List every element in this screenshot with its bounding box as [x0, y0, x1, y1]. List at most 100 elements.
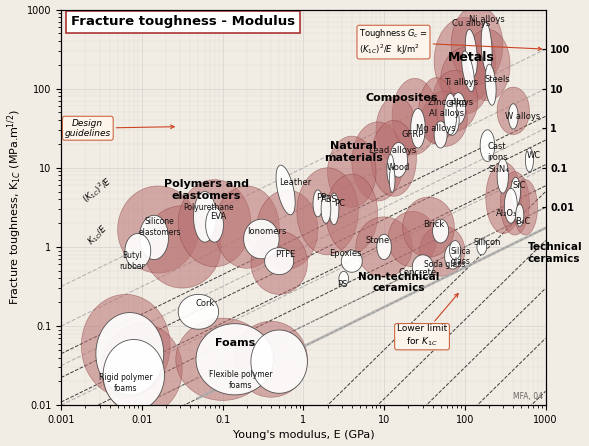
Text: Natural
materials: Natural materials [324, 141, 383, 163]
Text: Mg alloys: Mg alloys [416, 124, 455, 133]
Text: ABS: ABS [321, 195, 337, 204]
Text: PC: PC [334, 199, 345, 208]
Polygon shape [389, 167, 395, 192]
Polygon shape [504, 188, 517, 223]
Text: Silicon: Silicon [474, 239, 501, 248]
Polygon shape [352, 122, 403, 201]
Polygon shape [125, 233, 151, 268]
Polygon shape [206, 207, 223, 242]
Polygon shape [497, 158, 508, 193]
Polygon shape [390, 142, 408, 178]
Polygon shape [329, 193, 339, 225]
Text: Ni alloys: Ni alloys [469, 15, 505, 24]
Text: $(K_{1C})^2/E$: $(K_{1C})^2/E$ [80, 174, 115, 206]
Polygon shape [444, 93, 456, 135]
Polygon shape [178, 180, 251, 267]
Polygon shape [434, 17, 495, 104]
Text: Ti alloys: Ti alloys [444, 78, 478, 87]
Y-axis label: Fracture toughness, K$_{1C}$ (MPa.m$^{1/2}$): Fracture toughness, K$_{1C}$ (MPa.m$^{1/… [5, 109, 24, 306]
Polygon shape [313, 190, 323, 217]
Polygon shape [485, 64, 496, 105]
Polygon shape [321, 195, 331, 223]
Polygon shape [412, 255, 434, 279]
Text: Leather: Leather [279, 178, 312, 186]
Text: Cork: Cork [195, 299, 214, 308]
Polygon shape [196, 324, 273, 395]
Polygon shape [501, 172, 530, 235]
Polygon shape [341, 250, 362, 272]
Text: Fracture toughness - Modulus: Fracture toughness - Modulus [71, 16, 295, 29]
Polygon shape [449, 240, 461, 260]
Text: GFRP: GFRP [402, 130, 424, 139]
Text: B₄C: B₄C [515, 217, 531, 226]
Text: EVA: EVA [210, 212, 227, 221]
Polygon shape [176, 318, 269, 401]
Polygon shape [297, 168, 358, 255]
Text: Lead alloys: Lead alloys [369, 146, 416, 155]
Text: CFRP: CFRP [446, 100, 468, 109]
Text: Non-technical
ceramics: Non-technical ceramics [358, 272, 439, 293]
Polygon shape [264, 248, 294, 275]
Text: Polymers and
elastomers: Polymers and elastomers [164, 179, 249, 201]
Text: PTFE: PTFE [276, 250, 296, 259]
Polygon shape [445, 105, 459, 135]
Polygon shape [465, 29, 477, 77]
Polygon shape [451, 93, 466, 124]
Text: Foams: Foams [214, 339, 255, 348]
Text: Technical
ceramics: Technical ceramics [528, 243, 583, 264]
Polygon shape [96, 313, 164, 395]
Text: SiC: SiC [513, 181, 527, 190]
Text: Al alloys: Al alloys [429, 110, 465, 119]
Polygon shape [339, 272, 349, 286]
Polygon shape [462, 51, 474, 91]
Text: Cast
irons: Cast irons [487, 142, 508, 162]
Text: Ionomers: Ionomers [247, 227, 287, 235]
Polygon shape [516, 204, 524, 227]
Text: Al₂O₃: Al₂O₃ [496, 209, 517, 218]
Polygon shape [387, 154, 394, 184]
Polygon shape [276, 165, 295, 215]
Polygon shape [508, 104, 518, 129]
Polygon shape [214, 186, 279, 268]
Text: Wood: Wood [387, 163, 411, 172]
Text: Design
guidelines: Design guidelines [65, 119, 174, 138]
Polygon shape [144, 206, 221, 288]
Text: Si₃N₄: Si₃N₄ [488, 165, 509, 174]
Text: Lower limit
for $K_{1C}$: Lower limit for $K_{1C}$ [397, 293, 458, 347]
Text: Brick: Brick [423, 220, 445, 229]
Polygon shape [118, 186, 198, 273]
Polygon shape [477, 239, 487, 255]
Polygon shape [419, 226, 465, 276]
Polygon shape [235, 321, 307, 397]
Polygon shape [356, 217, 412, 277]
Polygon shape [327, 136, 376, 207]
Polygon shape [251, 231, 307, 294]
Text: Rigid polymer
foams: Rigid polymer foams [99, 373, 153, 393]
Polygon shape [326, 174, 378, 253]
Text: $K_{1C}/E$: $K_{1C}/E$ [85, 222, 110, 248]
Text: Silica
glass: Silica glass [451, 247, 471, 266]
Text: WC: WC [527, 152, 541, 161]
Text: Composites: Composites [366, 93, 438, 103]
Text: Toughness $G_c$ =
$(K_{1C})^2/E$  kJ/m$^2$: Toughness $G_c$ = $(K_{1C})^2/E$ kJ/m$^2… [359, 27, 541, 57]
X-axis label: Young's modulus, E (GPa): Young's modulus, E (GPa) [233, 430, 374, 441]
Polygon shape [525, 148, 534, 172]
Polygon shape [419, 78, 454, 144]
Polygon shape [497, 87, 530, 135]
Polygon shape [244, 219, 279, 259]
Text: Metals: Metals [448, 50, 495, 63]
Polygon shape [486, 162, 521, 233]
Polygon shape [480, 130, 495, 161]
Text: Cu alloys: Cu alloys [452, 19, 491, 28]
Polygon shape [445, 244, 461, 269]
Polygon shape [422, 91, 467, 146]
Polygon shape [81, 294, 170, 397]
Polygon shape [194, 191, 216, 242]
Text: Epoxies: Epoxies [329, 249, 362, 258]
Text: PS: PS [337, 281, 348, 289]
Polygon shape [432, 219, 449, 243]
Polygon shape [513, 180, 538, 235]
Polygon shape [432, 70, 478, 131]
Polygon shape [392, 78, 438, 154]
Polygon shape [511, 178, 521, 206]
